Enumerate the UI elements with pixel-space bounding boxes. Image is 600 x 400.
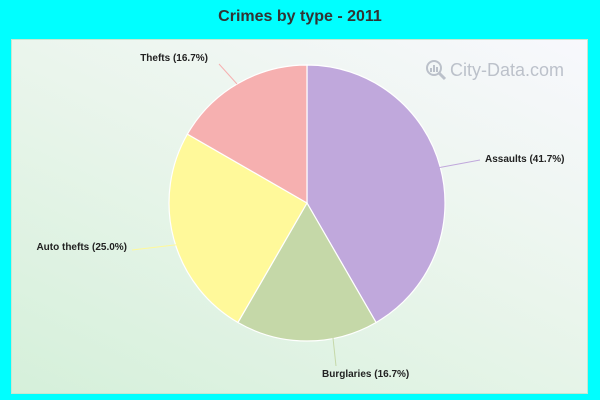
- slice-label: Auto thefts (25.0%): [36, 242, 127, 253]
- pie-slice-thefts: [186, 64, 308, 205]
- leader-line: [218, 63, 238, 85]
- slice-label: Assaults (41.7%): [485, 154, 564, 165]
- pie-slice-burglaries: [237, 201, 377, 342]
- leader-line: [436, 159, 481, 169]
- slice-label: Thefts (16.7%): [140, 53, 208, 64]
- watermark: City-Data.com: [425, 58, 564, 82]
- chart-title: Crimes by type - 2011: [218, 8, 382, 25]
- slice-label: Burglaries (16.7%): [322, 369, 409, 380]
- watermark-text: City-Data.com: [450, 59, 565, 80]
- magnifier-icon: [426, 60, 447, 81]
- leader-line: [131, 243, 184, 251]
- pie-slice-auto-thefts: [168, 133, 308, 324]
- leader-line: [332, 337, 337, 367]
